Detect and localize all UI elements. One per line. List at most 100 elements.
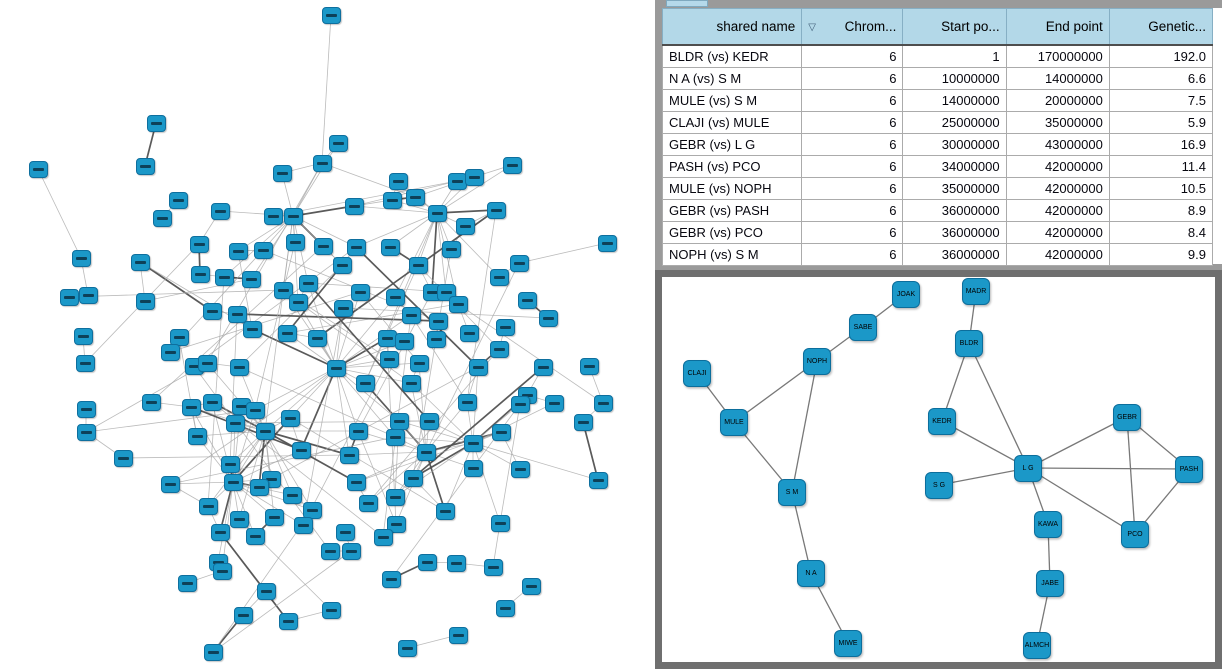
network-node[interactable] (510, 460, 530, 478)
network-node[interactable] (320, 542, 340, 560)
network-node[interactable] (533, 358, 553, 376)
table-cell[interactable]: 6 (801, 44, 904, 68)
table-cell[interactable]: 8.9 (1108, 199, 1214, 222)
table-cell[interactable]: 11.4 (1108, 155, 1214, 178)
network-node[interactable] (59, 288, 79, 306)
table-cell[interactable]: 42000000 (1005, 155, 1110, 178)
network-node[interactable] (312, 154, 332, 172)
graph-node-pash[interactable]: PASH (1175, 455, 1203, 483)
network-node[interactable] (401, 374, 421, 392)
graph-node-pco[interactable]: PCO (1121, 520, 1149, 548)
network-node[interactable] (227, 305, 247, 323)
table-row[interactable]: CLAJI (vs) MULE 6 25000000 35000000 5.9 (661, 111, 1214, 134)
network-node[interactable] (203, 643, 223, 661)
network-node[interactable] (210, 523, 230, 541)
network-node[interactable] (135, 292, 155, 310)
table-cell[interactable]: 170000000 (1005, 44, 1110, 68)
network-node[interactable] (256, 582, 276, 600)
graph-node-madr[interactable]: MADR (962, 277, 990, 305)
network-node[interactable] (73, 327, 93, 345)
graph-node-kedr[interactable]: KEDR (928, 407, 956, 435)
network-node[interactable] (113, 449, 133, 467)
network-node[interactable] (427, 204, 447, 222)
table-row[interactable]: PASH (vs) PCO 6 34000000 42000000 11.4 (661, 155, 1214, 178)
network-node[interactable] (293, 516, 313, 534)
network-node[interactable] (521, 577, 541, 595)
network-node[interactable] (435, 502, 455, 520)
network-node[interactable] (189, 235, 209, 253)
network-node[interactable] (409, 354, 429, 372)
network-node[interactable] (544, 394, 564, 412)
graph-node-gebr[interactable]: GEBR (1113, 403, 1141, 431)
table-row[interactable]: MULE (vs) NOPH 6 35000000 42000000 10.5 (661, 177, 1214, 200)
network-node[interactable] (597, 234, 617, 252)
network-node[interactable] (28, 160, 48, 178)
network-node[interactable] (350, 283, 370, 301)
network-node[interactable] (272, 164, 292, 182)
graph-node-claji[interactable]: CLAJI (683, 359, 711, 387)
network-edge[interactable] (1126, 416, 1136, 535)
table-row[interactable]: N A (vs) S M 6 10000000 14000000 6.6 (661, 67, 1214, 90)
network-node[interactable] (335, 523, 355, 541)
network-node[interactable] (181, 398, 201, 416)
network-node[interactable] (280, 409, 300, 427)
table-cell[interactable]: 20000000 (1005, 89, 1110, 112)
table-cell[interactable]: 6 (801, 67, 904, 90)
table-cell[interactable]: 42000000 (1005, 243, 1110, 266)
network-node[interactable] (283, 207, 303, 225)
network-node[interactable] (401, 306, 421, 324)
network-node[interactable] (298, 274, 318, 292)
network-node[interactable] (326, 359, 346, 377)
table-cell[interactable]: 35000000 (902, 177, 1007, 200)
table-cell[interactable]: 6 (801, 155, 904, 178)
network-node[interactable] (197, 354, 217, 372)
network-edge[interactable] (1027, 416, 1128, 469)
network-node[interactable] (332, 256, 352, 274)
table-cell[interactable]: 6.6 (1108, 67, 1214, 90)
network-node[interactable] (214, 268, 234, 286)
network-node[interactable] (495, 599, 515, 617)
table-cell[interactable]: 6 (801, 111, 904, 134)
network-node[interactable] (241, 270, 261, 288)
network-node[interactable] (333, 299, 353, 317)
network-node[interactable] (459, 324, 479, 342)
network-node[interactable] (491, 423, 511, 441)
network-node[interactable] (291, 441, 311, 459)
network-node[interactable] (233, 606, 253, 624)
network-edge[interactable] (791, 360, 818, 493)
table-cell[interactable]: 14000000 (1005, 67, 1110, 90)
table-cell[interactable]: PASH (vs) PCO (661, 155, 803, 178)
table-cell[interactable]: 6 (801, 177, 904, 200)
table-cell[interactable]: 5.9 (1108, 111, 1214, 134)
network-edge[interactable] (1027, 467, 1190, 470)
network-node[interactable] (464, 168, 484, 186)
network-node[interactable] (177, 574, 197, 592)
network-node[interactable] (457, 393, 477, 411)
network-node[interactable] (253, 241, 273, 259)
network-node[interactable] (489, 268, 509, 286)
network-node[interactable] (169, 328, 189, 346)
table-row[interactable]: GEBR (vs) PASH 6 36000000 42000000 8.9 (661, 199, 1214, 222)
network-node[interactable] (341, 542, 361, 560)
network-node[interactable] (346, 238, 366, 256)
network-node[interactable] (228, 242, 248, 260)
network-node[interactable] (455, 217, 475, 235)
network-node[interactable] (489, 340, 509, 358)
network-node[interactable] (382, 191, 402, 209)
network-node[interactable] (313, 237, 333, 255)
graph-node-bldr[interactable]: BLDR (955, 329, 983, 357)
graph-node-kawa[interactable]: KAWA (1034, 510, 1062, 538)
graph-node-na[interactable]: N A (797, 559, 825, 587)
network-node[interactable] (302, 501, 322, 519)
filter-icon[interactable]: ▽ (808, 22, 816, 33)
table-cell[interactable]: 6 (801, 243, 904, 266)
table-cell[interactable]: 42000000 (1005, 221, 1110, 244)
graph-node-joak[interactable]: JOAK (892, 280, 920, 308)
network-node[interactable] (288, 293, 308, 311)
network-node[interactable] (264, 508, 284, 526)
network-node[interactable] (495, 318, 515, 336)
table-cell[interactable]: 6 (801, 199, 904, 222)
network-node[interactable] (348, 422, 368, 440)
graph-node-sabe[interactable]: SABE (849, 313, 877, 341)
network-node[interactable] (388, 172, 408, 190)
